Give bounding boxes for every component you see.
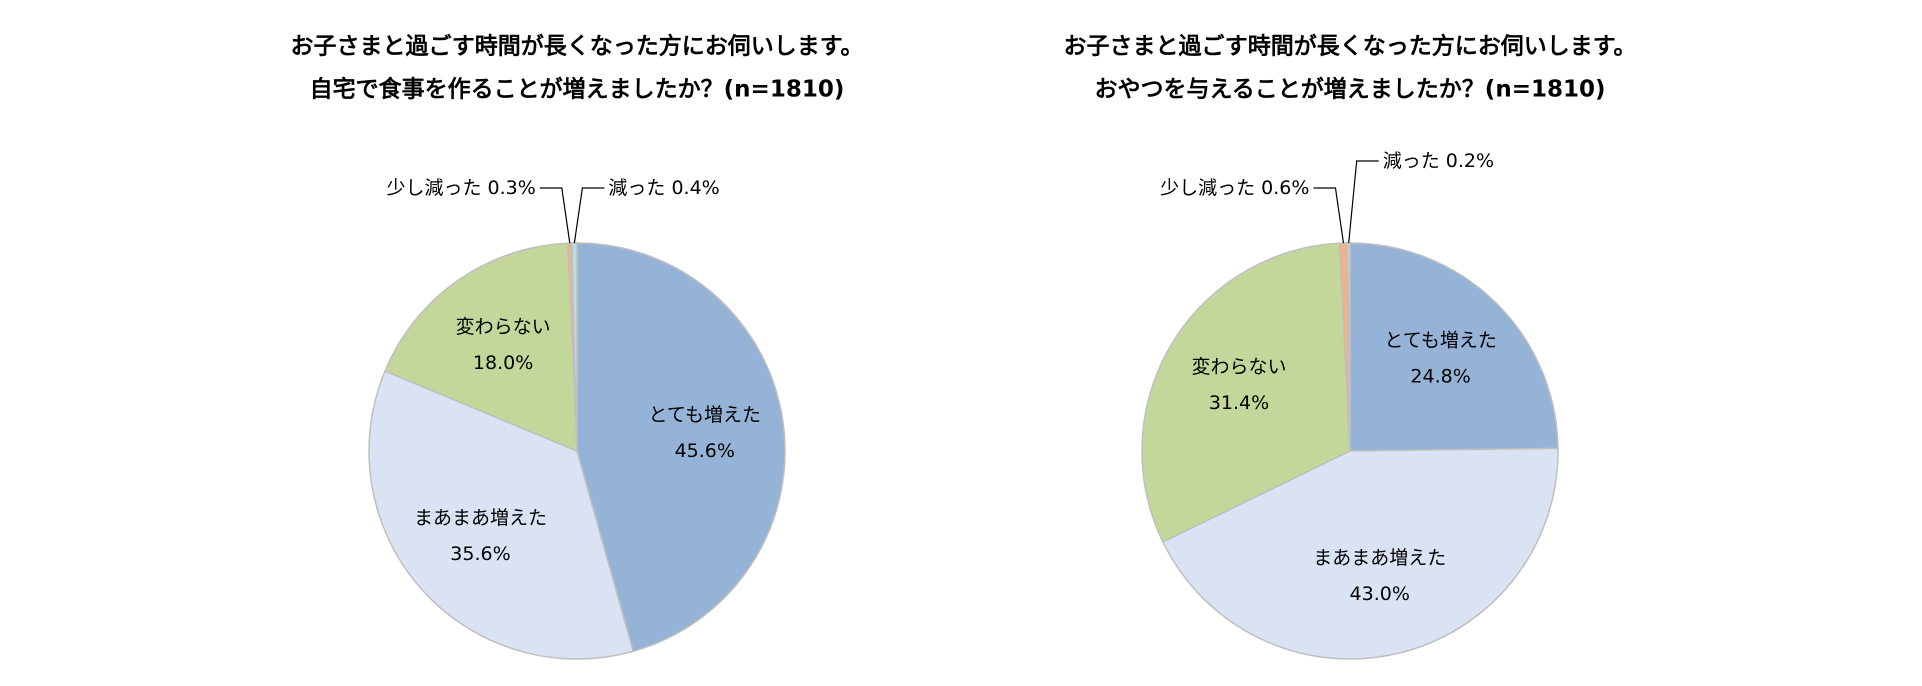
slice-label: まあまあ増えた — [1313, 547, 1446, 569]
chart-title: お子さまと過ごす時間が長くなった方にお伺いします。 — [1064, 33, 1637, 60]
slice-label: 変わらない — [1191, 356, 1286, 378]
chart-title: お子さまと過ごす時間が長くなった方にお伺いします。 — [291, 33, 864, 60]
slice-label: 減った 0.2% — [1383, 150, 1494, 172]
slice-value: 35.6% — [450, 543, 510, 565]
leader-line — [1313, 187, 1345, 244]
slice-label: まあまあ増えた — [414, 507, 547, 529]
slice-category: 少し減った — [1160, 177, 1255, 199]
slice-value: 0.3% — [488, 177, 536, 199]
slice-category: 減った — [608, 177, 665, 199]
slice-value: 31.4% — [1209, 392, 1269, 414]
chart-title: 自宅で食事を作ることが増えましたか？(n=1810) — [310, 76, 845, 103]
slice-value: 0.2% — [1446, 150, 1494, 172]
slice-label: 減った 0.4% — [608, 177, 719, 199]
leader-line — [539, 187, 571, 244]
pie-slice — [570, 242, 578, 452]
slice-value: 45.6% — [675, 440, 735, 462]
pie-slice — [1141, 242, 1351, 543]
leader-line — [573, 187, 605, 244]
slice-value: 18.0% — [473, 352, 533, 374]
leader-line — [1348, 160, 1379, 244]
pie-slice — [368, 370, 635, 660]
pie-slice — [1161, 447, 1559, 660]
slice-category: 少し減った — [386, 177, 481, 199]
slice-value: 43.0% — [1350, 583, 1410, 605]
pie-slice — [576, 242, 786, 653]
slice-value: 0.4% — [671, 177, 719, 199]
chart-title: おやつを与えることが増えましたか？(n=1810) — [1095, 76, 1606, 103]
slice-label: 少し減った 0.3% — [386, 177, 535, 199]
slice-label: 変わらない — [456, 316, 551, 338]
slice-label: とても増えた — [1384, 330, 1496, 352]
pie-slice — [1349, 242, 1559, 452]
slice-label: とても増えた — [649, 404, 761, 426]
slice-value: 24.8% — [1410, 366, 1470, 388]
slice-value: 0.6% — [1261, 177, 1309, 199]
slice-category: 減った — [1383, 150, 1440, 172]
slice-label: 少し減った 0.6% — [1160, 177, 1309, 199]
pie-slice — [384, 242, 578, 453]
